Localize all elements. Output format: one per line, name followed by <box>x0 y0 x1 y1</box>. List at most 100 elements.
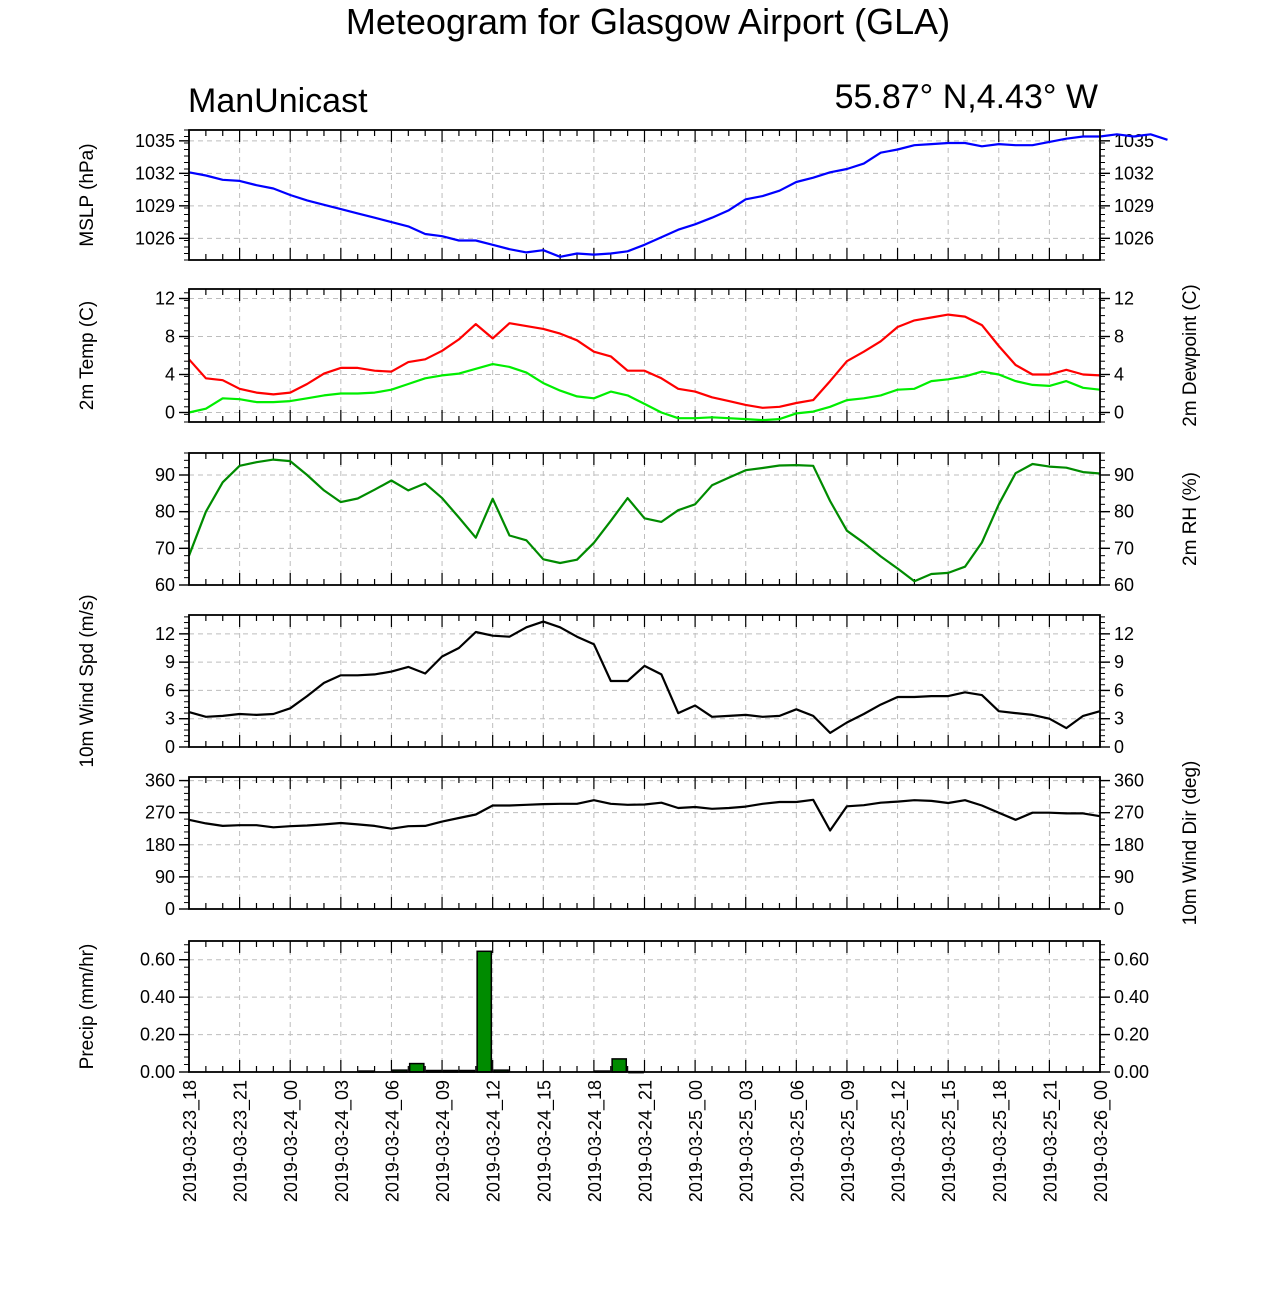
y-tick-label-right: 6 <box>1114 680 1124 700</box>
y-axis-title-left: Precip (mm/hr) <box>77 944 98 1070</box>
y-tick-label-left: 12 <box>155 289 175 309</box>
x-tick-label: 2019-03-24_09 <box>433 1080 454 1202</box>
y-tick-label-right: 1026 <box>1114 228 1154 248</box>
series-line-mslp-0 <box>188 133 1168 258</box>
y-tick-label-right: 0.00 <box>1114 1062 1149 1082</box>
panel-frame <box>188 288 1101 423</box>
y-tick-label-left: 1026 <box>135 228 175 248</box>
x-tick-label: 2019-03-25_21 <box>1040 1080 1061 1202</box>
y-tick-label-right: 80 <box>1114 502 1134 522</box>
y-tick-label-left: 60 <box>155 575 175 595</box>
y-axis-title-left: 2m Temp (C) <box>77 301 98 410</box>
x-tick-label: 2019-03-24_06 <box>382 1080 403 1202</box>
y-tick-label-left: 70 <box>155 538 175 558</box>
panel-frame <box>188 129 1101 261</box>
series-line-rh-0 <box>187 458 1101 583</box>
y-axis-title-right: 10m Wind Dir (deg) <box>1180 761 1201 926</box>
model-label: ManUnicast <box>188 82 368 120</box>
x-tick-label: 2019-03-23_21 <box>231 1080 252 1202</box>
y-tick-label-right: 8 <box>1114 327 1124 347</box>
y-tick-label-left: 8 <box>165 327 175 347</box>
y-tick-label-right: 12 <box>1114 289 1134 309</box>
y-tick-label-right: 270 <box>1114 803 1144 823</box>
y-tick-label-left: 270 <box>145 803 175 823</box>
x-tick-label: 2019-03-25_09 <box>838 1080 859 1202</box>
panel-precip: 0.00 0.00 0.20 0.20 0.40 0.40 0.60 0.60 Precip (… <box>77 940 1149 1082</box>
y-axis-title-left: MSLP (hPa) <box>77 143 98 246</box>
y-tick-label-left: 3 <box>165 709 175 729</box>
y-tick-label-left: 6 <box>165 680 175 700</box>
y-tick-label-right: 0.60 <box>1114 950 1149 970</box>
y-tick-label-left: 0.00 <box>140 1062 175 1082</box>
y-axis-title-right: 2m RH (%) <box>1180 472 1201 566</box>
x-tick-label: 2019-03-24_03 <box>332 1080 353 1202</box>
y-tick-label-left: 0 <box>165 899 175 919</box>
y-axis-title-left: 10m Wind Spd (m/s) <box>77 594 98 767</box>
precip-bar <box>408 1062 425 1073</box>
y-tick-label-right: 3 <box>1114 709 1124 729</box>
y-tick-label-left: 0 <box>165 737 175 757</box>
panel-wind_speed: 0 0 3 3 6 6 9 9 12 12 10m Wind Spd (m/s) <box>77 594 1134 767</box>
location-label: 55.87° N,4.43° W <box>835 78 1098 116</box>
series-line-temperature-0 <box>188 313 1101 409</box>
series-line-temperature-1 <box>188 363 1101 422</box>
x-tick-label: 2019-03-25_12 <box>889 1080 910 1202</box>
series-line-wind_speed-0 <box>188 620 1101 735</box>
y-tick-label-right: 90 <box>1114 867 1134 887</box>
y-tick-label-right: 1029 <box>1114 196 1154 216</box>
panel-frame <box>188 452 1101 586</box>
y-tick-label-right: 4 <box>1114 365 1124 385</box>
y-tick-label-left: 1029 <box>135 196 175 216</box>
x-tick-label: 2019-03-25_15 <box>939 1080 960 1202</box>
y-tick-label-left: 90 <box>155 465 175 485</box>
panel-wind_direction: 0 0 90 90 180 180 270 270 360 360 10m Wind Dir (de… <box>145 761 1201 926</box>
y-tick-label-left: 1035 <box>135 131 175 151</box>
y-tick-label-right: 0.20 <box>1114 1025 1149 1045</box>
y-tick-label-right: 180 <box>1114 835 1144 855</box>
y-tick-label-left: 180 <box>145 835 175 855</box>
x-tick-label: 2019-03-26_00 <box>1091 1080 1112 1202</box>
x-tick-label: 2019-03-24_15 <box>534 1080 555 1202</box>
y-tick-label-right: 90 <box>1114 465 1134 485</box>
x-tick-label: 2019-03-24_12 <box>484 1080 505 1202</box>
y-tick-label-left: 90 <box>155 867 175 887</box>
precip-bar <box>611 1058 628 1073</box>
y-tick-label-left: 0.60 <box>140 950 175 970</box>
x-tick-label: 2019-03-25_03 <box>737 1080 758 1202</box>
y-tick-label-right: 70 <box>1114 538 1134 558</box>
panel-temperature: 0 0 4 4 8 8 12 12 2m Temp (C) 2m Dewpoint (C) <box>77 284 1201 427</box>
y-tick-label-right: 60 <box>1114 575 1134 595</box>
chart-title: Meteogram for Glasgow Airport (GLA) <box>346 1 950 42</box>
x-axis-tick-labels: 2019-03-23_18 2019-03-23_21 2019-03-24_00 2… <box>180 1080 1112 1202</box>
y-tick-label-left: 4 <box>165 365 175 385</box>
x-tick-label: 2019-03-25_06 <box>787 1080 808 1202</box>
y-tick-label-right: 0 <box>1114 403 1124 423</box>
y-tick-label-right: 9 <box>1114 652 1124 672</box>
panel-frame <box>188 940 1101 1073</box>
y-axis-title-right: 2m Dewpoint (C) <box>1180 284 1201 427</box>
x-tick-label: 2019-03-24_00 <box>281 1080 302 1202</box>
precip-bar <box>476 950 493 1073</box>
y-tick-label-right: 0 <box>1114 899 1124 919</box>
series-line-wind_direction-0 <box>188 798 1101 832</box>
x-tick-label: 2019-03-23_18 <box>180 1080 201 1202</box>
y-tick-label-left: 0.20 <box>140 1025 175 1045</box>
y-tick-label-left: 0 <box>165 403 175 423</box>
panel-frame <box>188 614 1101 748</box>
y-tick-label-left: 1032 <box>135 163 175 183</box>
panel-rh: 60 60 70 70 80 80 90 90 2m RH (%) <box>155 452 1201 595</box>
x-tick-label: 2019-03-25_18 <box>990 1080 1011 1202</box>
x-tick-label: 2019-03-25_00 <box>686 1080 707 1202</box>
y-tick-label-right: 360 <box>1114 771 1144 791</box>
x-tick-label: 2019-03-24_18 <box>585 1080 606 1202</box>
y-tick-label-right: 0.40 <box>1114 987 1149 1007</box>
y-tick-label-left: 9 <box>165 652 175 672</box>
panel-frame <box>188 776 1101 910</box>
y-tick-label-left: 80 <box>155 502 175 522</box>
y-tick-label-right: 0 <box>1114 737 1124 757</box>
x-tick-label: 2019-03-24_21 <box>636 1080 657 1202</box>
y-tick-label-right: 1032 <box>1114 163 1154 183</box>
